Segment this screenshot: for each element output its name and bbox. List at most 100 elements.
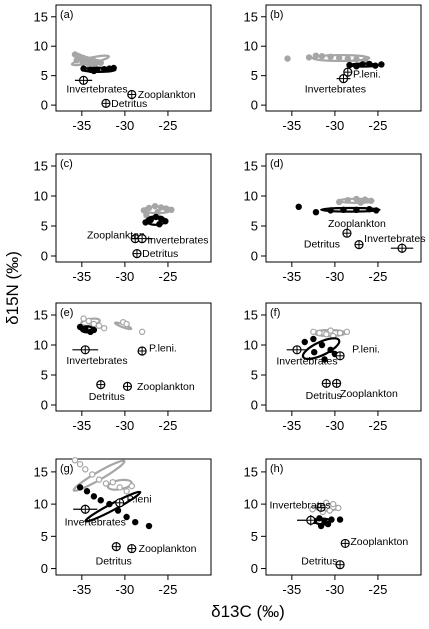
y-tick-label: 5	[41, 219, 48, 234]
y-tick-label: 10	[244, 338, 258, 353]
x-tick-label: -25	[159, 418, 178, 433]
panels: -35 -30 -25 0 5 10 15 (a) Invertebrates Zooplankt…	[34, 4, 425, 597]
data-point	[340, 206, 347, 213]
data-point	[138, 328, 146, 335]
source-label: Invertebrates	[147, 234, 208, 246]
plot-frame	[55, 4, 212, 112]
data-point	[321, 356, 328, 363]
data-point	[284, 55, 291, 62]
data-point	[357, 199, 364, 206]
data-point	[82, 466, 89, 473]
source-label: Zooplankton	[137, 381, 195, 393]
data-point	[353, 55, 360, 63]
data-point	[88, 471, 96, 478]
x-tick-label: -35	[282, 418, 301, 433]
data-point	[123, 320, 130, 328]
data-point	[329, 500, 337, 508]
x-tick-label: -35	[72, 118, 91, 133]
data-point	[318, 53, 326, 60]
y-tick-label: 10	[34, 39, 48, 54]
plot-frame	[55, 458, 212, 576]
data-point	[128, 482, 135, 490]
x-tick-label: -30	[115, 269, 134, 284]
x-tick-label: -30	[325, 582, 344, 597]
data-point	[323, 499, 330, 507]
panel-label: (e)	[60, 307, 73, 319]
source-label: P.leni	[127, 493, 152, 505]
data-point	[76, 484, 84, 491]
y-tick-label: 0	[251, 249, 258, 264]
niche-ellipse	[301, 337, 341, 360]
source-label: Invertebrates	[364, 233, 425, 245]
data-point	[353, 195, 360, 203]
x-axis-label: δ13C (‰)	[211, 602, 285, 621]
y-tick-label: 15	[244, 308, 258, 323]
source-label: P.leni.	[149, 343, 177, 355]
data-point	[316, 515, 323, 522]
niche-ellipse	[320, 206, 381, 213]
plot-frame	[55, 302, 212, 412]
source-label: Invertebrates	[276, 356, 337, 368]
plot-frame	[265, 153, 422, 263]
data-point	[323, 331, 330, 338]
data-point	[346, 61, 353, 69]
data-point	[312, 208, 320, 216]
y-tick-label: 15	[244, 159, 258, 174]
data-point	[97, 59, 104, 66]
data-point	[316, 329, 323, 337]
niche-ellipse	[311, 53, 371, 63]
y-tick-label: 5	[41, 68, 48, 83]
data-point	[162, 217, 169, 225]
data-point	[114, 507, 122, 514]
data-point	[372, 62, 379, 69]
source-label: Invertebrates	[305, 84, 366, 96]
data-point	[79, 59, 86, 66]
data-point	[156, 220, 163, 228]
x-tick-label: -25	[159, 269, 178, 284]
y-tick-label: 15	[34, 159, 48, 174]
data-point	[327, 346, 334, 353]
data-point	[335, 198, 343, 206]
data-point	[83, 488, 91, 495]
source-label: Zooplankton	[340, 388, 398, 400]
panel-e: -35 -30 -25 0 5 10 15 (e) Invertebrates P.leni. De…	[34, 302, 212, 433]
data-point	[373, 207, 380, 214]
data-point	[80, 65, 87, 72]
source-label: Detritus	[111, 98, 147, 110]
y-tick-label: 15	[244, 464, 258, 479]
x-tick-label: -30	[325, 418, 344, 433]
data-point	[318, 341, 326, 349]
panel-h: -35 -30 -25 0 5 10 15 (h) Invertebrates Zooplankt…	[244, 458, 422, 597]
y-tick-label: 10	[34, 497, 48, 512]
y-tick-label: 15	[34, 9, 48, 24]
y-tick-label: 10	[244, 497, 258, 512]
data-point	[85, 317, 92, 325]
source-label: Invertebrates	[66, 84, 127, 96]
data-point	[310, 335, 317, 343]
data-point	[90, 493, 98, 500]
x-tick-label: -30	[115, 118, 134, 133]
y-tick-label: 5	[251, 368, 258, 383]
plot-frame	[265, 458, 422, 576]
data-point	[123, 488, 130, 495]
data-point	[367, 197, 375, 204]
data-point	[142, 219, 149, 226]
data-point	[317, 522, 325, 530]
data-point	[335, 54, 343, 62]
y-axis-label: δ15N (‰)	[3, 251, 22, 325]
panel-label: (c)	[60, 158, 73, 170]
data-point	[85, 61, 92, 68]
panel-b: -35 -30 -25 0 5 10 15 (b) P.leni. Invertebrates	[244, 4, 422, 133]
x-tick-label: -30	[115, 582, 134, 597]
source-label: Zooplankton	[138, 89, 196, 101]
y-tick-label: 15	[244, 9, 258, 24]
y-tick-label: 10	[244, 39, 258, 54]
x-tick-label: -25	[369, 269, 388, 284]
source-label: Detritus	[301, 555, 337, 567]
source-label: Invertebrates	[269, 499, 330, 511]
data-point	[157, 204, 165, 211]
x-tick-label: -25	[159, 118, 178, 133]
data-point	[353, 63, 360, 70]
data-point	[90, 326, 98, 334]
panel-label: (a)	[60, 9, 73, 21]
